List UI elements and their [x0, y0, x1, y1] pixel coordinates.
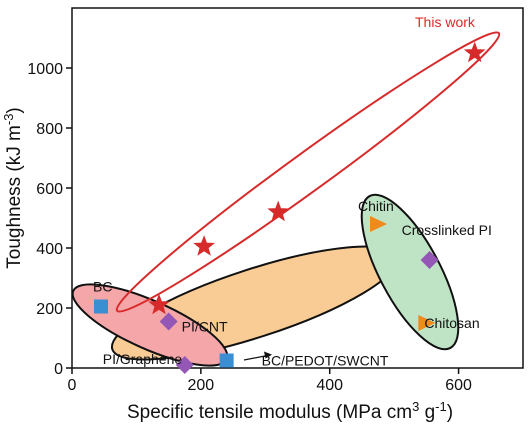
- y-tick-label: 800: [36, 121, 63, 138]
- y-tick-label: 600: [36, 181, 63, 198]
- point-label: PI/Graphene: [103, 351, 183, 367]
- point-label: BC/PEDOT/SWCNT: [262, 353, 389, 369]
- point-label: BC: [93, 279, 112, 295]
- marker: [267, 200, 290, 222]
- x-tick-label: 600: [445, 377, 472, 394]
- x-axis-label: Specific tensile modulus (MPa cm3 g-1): [127, 399, 453, 423]
- y-axis-label: Toughness (kJ m-3): [1, 107, 25, 269]
- y-tick-label: 200: [36, 301, 63, 318]
- y-tick-label: 400: [36, 241, 63, 258]
- x-tick-label: 400: [316, 377, 343, 394]
- marker: [463, 41, 486, 63]
- y-tick-label: 0: [54, 361, 63, 378]
- arrow-head: [264, 351, 272, 359]
- region: [115, 31, 501, 313]
- marker: [193, 235, 215, 256]
- region-ellipses: [71, 31, 501, 367]
- marker: [370, 216, 388, 232]
- marker: [219, 353, 234, 368]
- y-tick-label: 1000: [27, 61, 63, 78]
- marker: [148, 293, 170, 315]
- point-label: PI/CNT: [182, 319, 228, 335]
- marker: [420, 251, 439, 269]
- point-label: Chitosan: [424, 315, 479, 331]
- marker: [175, 356, 194, 374]
- series-label: This work: [415, 14, 476, 30]
- marker: [93, 299, 108, 314]
- x-tick-label: 200: [188, 377, 215, 394]
- x-tick-label: 0: [68, 377, 77, 394]
- point-label: Chitin: [358, 198, 394, 214]
- marker: [418, 315, 436, 331]
- point-label: Crosslinked PI: [402, 222, 492, 238]
- marker: [159, 312, 178, 331]
